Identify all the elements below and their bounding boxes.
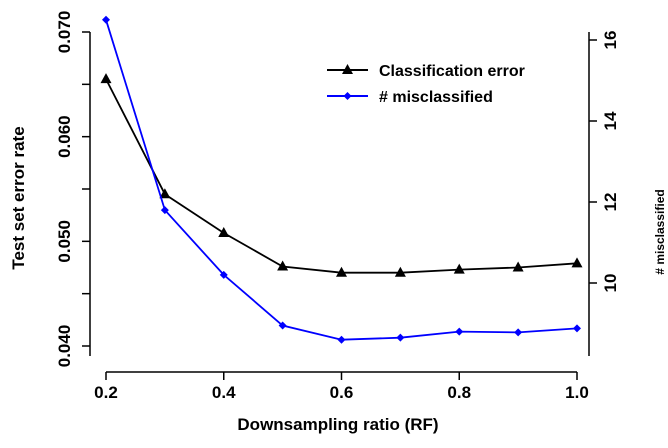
- data-point-triangle: [218, 226, 230, 237]
- y-tick-label: 0.060: [55, 115, 74, 158]
- legend-label-classification-error: Classification error: [379, 63, 525, 80]
- x-tick-label: 0.4: [212, 383, 236, 402]
- data-point-triangle: [571, 257, 583, 268]
- data-point-diamond: [219, 270, 228, 279]
- data-point-diamond: [514, 328, 523, 337]
- data-point-triangle: [512, 261, 524, 272]
- legend-marker-diamond: [343, 92, 352, 100]
- y2-tick-label: 14: [601, 111, 620, 130]
- y2-axis-title: # misclassified: [653, 189, 667, 274]
- y-tick-label: 0.070: [55, 11, 74, 54]
- data-point-diamond: [396, 333, 405, 342]
- data-point-diamond: [455, 327, 464, 336]
- data-point-triangle: [453, 263, 465, 274]
- data-point-triangle: [394, 266, 406, 277]
- data-point-diamond: [573, 324, 581, 333]
- data-point-diamond: [160, 206, 169, 215]
- legend-marker-triangle: [342, 64, 353, 74]
- data-point-diamond: [102, 15, 110, 24]
- x-tick-label: 0.8: [447, 383, 471, 402]
- y2-tick-label: 16: [601, 31, 620, 50]
- x-ticks: 0.2 0.4 0.6 0.8 1.0: [94, 372, 589, 402]
- data-point-triangle: [100, 73, 112, 84]
- y-tick-label: 0.050: [55, 220, 74, 263]
- y-ticks-right: 10 12 14 16: [589, 31, 620, 293]
- y-tick-label: 0.040: [55, 325, 74, 368]
- legend: Classification error # misclassified: [327, 63, 525, 106]
- data-point-diamond: [278, 321, 287, 330]
- data-point-triangle: [159, 188, 171, 199]
- data-point-diamond: [337, 335, 346, 344]
- legend-label-misclassified: # misclassified: [379, 89, 493, 106]
- y2-tick-label: 10: [601, 274, 620, 293]
- x-tick-label: 0.6: [330, 383, 354, 402]
- x-axis-title: Downsampling ratio (RF): [237, 415, 438, 434]
- x-tick-label: 1.0: [565, 383, 589, 402]
- y2-tick-label: 12: [601, 193, 620, 212]
- axes: [89, 32, 590, 373]
- y-ticks-left: 0.040 0.050 0.060 0.070: [55, 11, 90, 368]
- data-point-triangle: [336, 266, 347, 277]
- series-group: [100, 15, 583, 344]
- series-line-classification-error: [105, 78, 578, 274]
- data-point-triangle: [277, 260, 289, 271]
- y-axis-title: Test set error rate: [9, 126, 28, 269]
- x-tick-label: 0.2: [94, 383, 118, 402]
